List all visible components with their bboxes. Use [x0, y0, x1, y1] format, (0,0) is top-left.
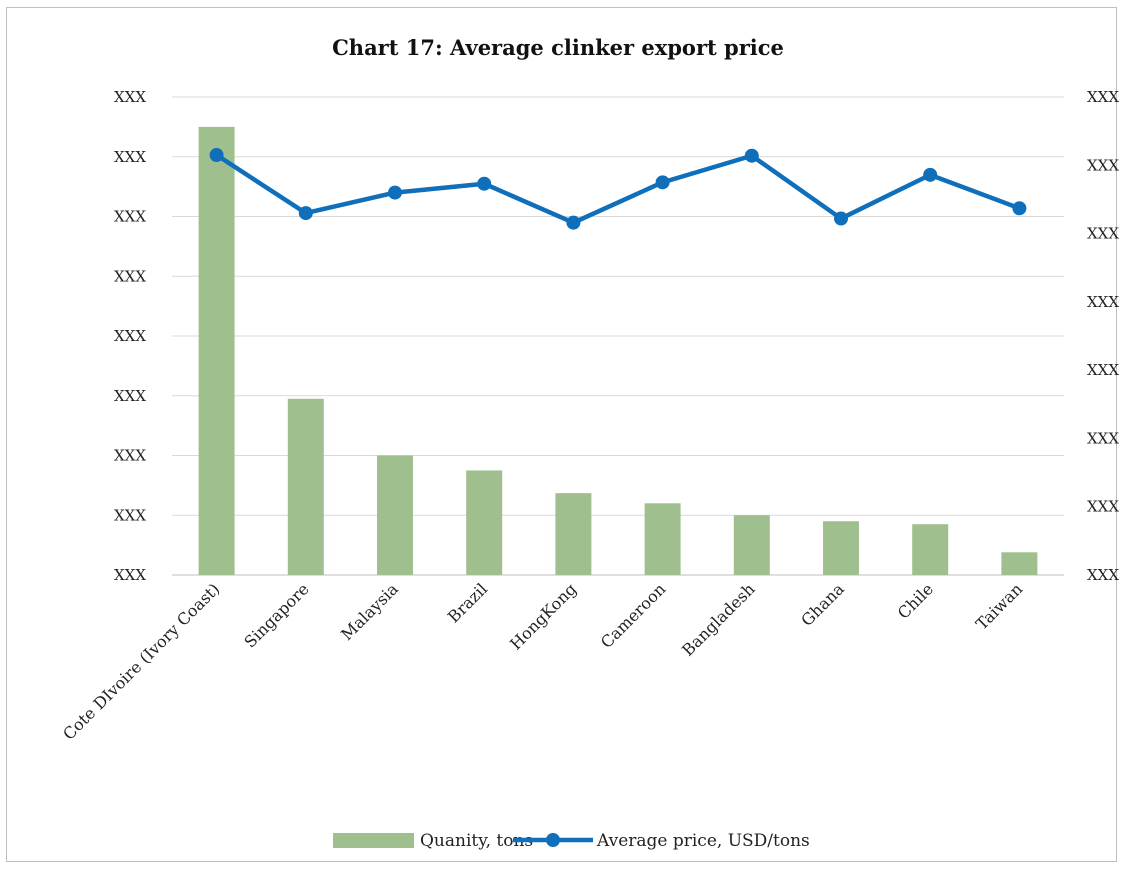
bar	[555, 493, 592, 575]
chart-frame	[6, 7, 1117, 862]
left-tick-label: XXX	[114, 327, 146, 345]
line-point	[477, 176, 492, 191]
left-tick-label: XXX	[114, 387, 146, 405]
left-axis: XXX XXX XXX XXX XXX XXX XXX XXX XXX	[114, 88, 146, 584]
legend-bar-label: Quanity, tons	[420, 831, 533, 851]
bar	[287, 398, 324, 575]
legend-line-label: Average price, USD/tons	[596, 831, 810, 851]
line-point	[834, 211, 848, 226]
legend-bar-swatch	[333, 833, 414, 848]
left-tick-label: XXX	[114, 267, 146, 285]
line-point	[923, 167, 938, 182]
line-point	[655, 175, 670, 190]
line-series	[209, 148, 1027, 230]
legend: Quanity, tons Average price, USD/tons	[333, 831, 810, 851]
bar	[466, 470, 503, 575]
bar	[1001, 552, 1038, 575]
category-label: Chile	[894, 579, 937, 622]
right-tick-label: XXX	[1087, 156, 1119, 174]
right-tick-label: XXX	[1087, 225, 1119, 243]
line-point	[1012, 201, 1027, 216]
line-point	[744, 148, 759, 163]
line-point	[566, 215, 581, 230]
right-tick-label: XXX	[1087, 566, 1119, 584]
right-tick-label: XXX	[1087, 498, 1119, 516]
bar	[644, 503, 681, 575]
bar	[733, 515, 770, 575]
line-point	[209, 148, 224, 163]
left-tick-label: XXX	[114, 566, 146, 584]
category-label: Bangladesh	[678, 579, 758, 659]
category-label: Taiwan	[972, 579, 1026, 633]
category-label: Ghana	[797, 579, 848, 630]
bar	[912, 524, 949, 575]
right-tick-label: XXX	[1087, 429, 1119, 447]
right-tick-label: XXX	[1087, 361, 1119, 379]
category-label: Cote DIvoire (Ivory Coast)	[59, 579, 223, 743]
bar	[198, 126, 235, 575]
left-tick-label: XXX	[114, 447, 146, 465]
price-line	[215, 153, 1021, 225]
category-axis: Cote DIvoire (Ivory Coast) Singapore Malay…	[59, 579, 1026, 744]
right-tick-label: XXX	[1087, 293, 1119, 311]
category-label: Brazil	[444, 579, 491, 626]
bar-series	[198, 126, 1038, 575]
line-point	[388, 185, 402, 200]
legend-line-marker	[546, 833, 560, 847]
bar	[823, 521, 859, 575]
category-label: Malaysia	[337, 579, 402, 644]
right-axis: XXX XXX XXX XXX XXX XXX XXX XXX	[1087, 88, 1119, 584]
chart-title: Chart 17: Average clinker export price	[332, 35, 784, 60]
category-label: HongKong	[506, 579, 580, 653]
left-tick-label: XXX	[114, 148, 146, 166]
line-point	[298, 206, 313, 221]
category-label: Singapore	[240, 579, 312, 651]
bar	[377, 455, 413, 575]
right-tick-label: XXX	[1087, 88, 1119, 106]
category-label: Cameroon	[597, 579, 670, 652]
left-tick-label: XXX	[114, 208, 146, 226]
left-tick-label: XXX	[114, 88, 146, 106]
left-tick-label: XXX	[114, 506, 146, 524]
